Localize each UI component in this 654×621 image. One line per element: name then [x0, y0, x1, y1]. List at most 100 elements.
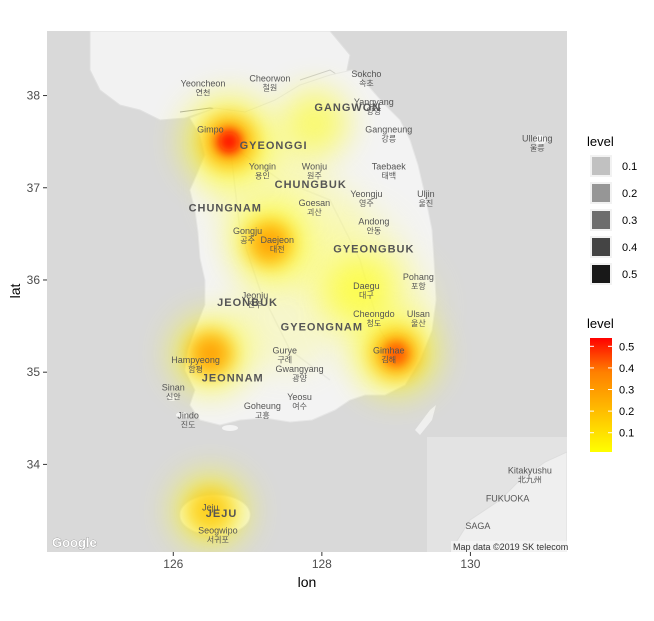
svg-text:Seogwipo: Seogwipo: [198, 526, 238, 536]
svg-text:철원: 철원: [262, 83, 277, 93]
svg-text:광양: 광양: [292, 373, 307, 383]
svg-text:Yeongju: Yeongju: [350, 189, 382, 199]
tsushima-island: [415, 405, 436, 435]
svg-text:Andong: Andong: [358, 217, 389, 227]
svg-text:포항: 포항: [411, 282, 426, 291]
svg-text:속초: 속초: [359, 79, 374, 88]
legend-fill-label: 0.1: [622, 161, 637, 173]
region-label: JEONBUK: [217, 297, 278, 309]
legend-fill-label: 0.5: [622, 269, 637, 281]
svg-text:Daejeon: Daejeon: [261, 235, 295, 245]
density-hotspot: [281, 90, 348, 157]
svg-text:대전: 대전: [270, 244, 285, 254]
region-label: CHUNGNAM: [189, 203, 262, 215]
svg-text:Pohang: Pohang: [403, 272, 434, 282]
y-tick-label: 36: [27, 273, 41, 287]
legend-colorbar: [590, 338, 612, 452]
svg-text:함평: 함평: [188, 364, 203, 374]
svg-text:SAGA: SAGA: [465, 521, 490, 531]
legend-color-label: 0.2: [619, 406, 634, 418]
svg-text:울릉: 울릉: [530, 144, 545, 153]
map-labels: GANGWON GYEONGGI CHUNGBUK CHUNGNAM JEONBUK GY…: [162, 69, 553, 544]
island: [167, 395, 177, 401]
x-tick-label: 130: [460, 557, 480, 571]
svg-text:강릉: 강릉: [381, 133, 396, 143]
region-label: GANGWON: [314, 102, 381, 114]
legend-color-label: 0.3: [619, 385, 634, 397]
svg-text:Yongin: Yongin: [249, 161, 276, 171]
density-hotspot: [182, 95, 276, 189]
svg-text:진도: 진도: [181, 419, 196, 429]
svg-text:Ulsan: Ulsan: [407, 309, 430, 319]
svg-text:전주: 전주: [248, 299, 263, 309]
svg-text:고흥: 고흥: [255, 410, 270, 420]
y-tick-label: 38: [27, 89, 41, 103]
svg-text:공주: 공주: [240, 236, 255, 245]
legend-fill: level 0.1 0.2 0.3 0.4 0.5: [587, 134, 637, 285]
svg-text:Jindo: Jindo: [177, 410, 199, 420]
legend-fill-label: 0.2: [622, 188, 637, 200]
svg-text:울진: 울진: [418, 198, 433, 208]
svg-text:영주: 영주: [359, 198, 374, 208]
ulleung-island: [534, 135, 546, 145]
axes: 126 128 130 34 35 36 37 38: [27, 89, 481, 571]
legend-fill-label: 0.4: [622, 242, 637, 254]
svg-text:구례: 구례: [277, 355, 292, 365]
density-hotspot: [171, 314, 250, 393]
svg-text:Kitakyushu: Kitakyushu: [508, 466, 552, 476]
legend-color-title: level: [587, 316, 614, 331]
legend-color-label: 0.5: [619, 341, 634, 353]
svg-text:Wonju: Wonju: [302, 161, 327, 171]
region-label: GYEONGNAM: [281, 322, 363, 334]
svg-text:Uljin: Uljin: [417, 189, 435, 199]
y-tick-label: 34: [27, 457, 41, 471]
x-tick-label: 126: [163, 557, 183, 571]
svg-text:태백: 태백: [381, 170, 396, 180]
city-label: Jeju: [202, 503, 219, 513]
svg-text:Cheongdo: Cheongdo: [353, 309, 395, 319]
svg-text:北九州: 北九州: [518, 476, 542, 485]
legend-key: [592, 265, 610, 283]
y-tick-label: 37: [27, 181, 41, 195]
svg-text:Jeonju: Jeonju: [242, 290, 269, 300]
density-hotspot: [230, 204, 309, 283]
legend-color: level 0.5 0.4 0.3 0.2 0.1: [587, 316, 634, 452]
google-logo: Google: [52, 535, 97, 550]
svg-text:서귀포: 서귀포: [207, 535, 229, 545]
svg-text:Gimhae: Gimhae: [373, 346, 405, 356]
island: [222, 425, 238, 431]
island: [176, 412, 188, 418]
legend-color-label: 0.4: [619, 363, 634, 375]
svg-text:Gimpo: Gimpo: [197, 124, 224, 134]
svg-text:Cheorwon: Cheorwon: [249, 74, 290, 84]
svg-text:양양: 양양: [366, 107, 381, 116]
svg-text:대구: 대구: [359, 291, 374, 300]
svg-text:울산: 울산: [411, 318, 426, 328]
y-axis-title: lat: [7, 284, 23, 299]
legend-color-label: 0.1: [619, 428, 634, 440]
legend-key-bg: [590, 155, 612, 177]
x-tick-label: 128: [312, 557, 332, 571]
region-label: GYEONGGI: [240, 140, 308, 152]
legend-fill-label: 0.3: [622, 215, 637, 227]
svg-text:청도: 청도: [366, 319, 381, 328]
